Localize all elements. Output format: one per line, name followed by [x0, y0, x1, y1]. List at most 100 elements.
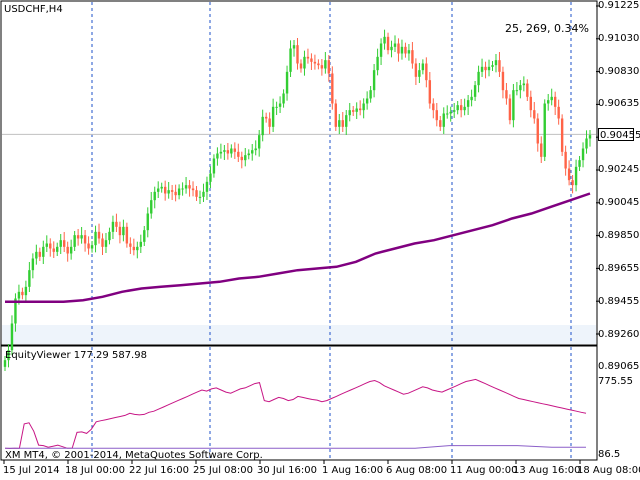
price-axis-label: 0.90635: [598, 98, 640, 109]
bull-candle: [198, 196, 202, 198]
bear-candle: [533, 110, 536, 119]
bull-candle: [369, 90, 372, 99]
bull-candle: [35, 251, 38, 259]
bull-candle: [345, 115, 348, 127]
bear-candle: [188, 185, 191, 189]
indicator-axis-label: 775.55: [598, 376, 633, 387]
bull-candle: [247, 153, 250, 156]
bull-candle: [59, 240, 62, 247]
bull-candle: [383, 36, 386, 44]
bear-candle: [459, 105, 463, 111]
copyright-notice: XM MT4, © 2001-2014, MetaQuotes Software…: [5, 450, 263, 461]
bear-candle: [331, 73, 334, 104]
bear-candle: [76, 235, 80, 239]
bull-candle: [515, 90, 519, 92]
bull-candle: [480, 66, 484, 72]
price-axis-label: 0.89065: [598, 361, 640, 372]
bear-candle: [174, 191, 177, 196]
bear-candle: [540, 143, 543, 157]
bull-candle: [136, 246, 139, 251]
bear-candle: [529, 96, 533, 111]
bear-candle: [49, 243, 52, 249]
bear-candle: [553, 96, 557, 107]
time-axis-label: 18 Aug 08:00: [577, 465, 640, 476]
bull-candle: [160, 186, 163, 189]
bull-candle: [209, 173, 212, 182]
bull-candle: [574, 166, 578, 186]
bull-candle: [282, 93, 285, 104]
bear-candle: [327, 60, 331, 74]
bull-candle: [28, 270, 31, 287]
bull-candle: [17, 291, 21, 299]
bear-candle: [233, 148, 237, 152]
bear-candle: [508, 98, 512, 121]
bull-candle: [292, 45, 296, 49]
bull-candle: [512, 90, 515, 121]
bull-candle: [449, 111, 452, 114]
bear-candle: [313, 61, 317, 64]
bear-candle: [536, 118, 539, 144]
bear-candle: [118, 226, 122, 236]
bear-candle: [264, 116, 268, 119]
bear-candle: [386, 36, 390, 51]
bull-candle: [31, 258, 35, 271]
bull-candle: [477, 71, 480, 86]
indicator-axis-label: 86.5: [598, 449, 621, 460]
price-axis-label: 0.89455: [598, 296, 640, 307]
bull-candle: [257, 135, 261, 149]
bear-candle: [66, 246, 69, 254]
bear-candle: [240, 156, 243, 161]
bear-candle: [557, 106, 560, 119]
bear-candle: [115, 221, 118, 227]
bull-candle: [355, 108, 358, 112]
time-axis-label: 25 Jul 08:00: [193, 465, 253, 476]
bull-candle: [348, 110, 351, 116]
price-axis-label: 0.89260: [598, 329, 640, 340]
bull-candle: [150, 200, 153, 214]
bear-candle: [439, 120, 442, 127]
bull-candle: [10, 323, 14, 351]
bear-candle: [358, 108, 362, 111]
bear-candle: [97, 231, 101, 239]
time-axis-label: 15 Jul 2014: [3, 465, 60, 476]
time-axis-label: 6 Aug 08:00: [386, 465, 448, 476]
bear-candle: [571, 180, 574, 186]
bear-candle: [334, 103, 338, 127]
bull-candle: [104, 240, 108, 247]
crosshair-readout: 25, 269, 0.34%: [505, 22, 589, 35]
bull-candle: [285, 71, 289, 94]
bull-candle: [588, 135, 592, 139]
bull-candle: [69, 246, 73, 254]
bull-candle: [372, 70, 376, 91]
bear-candle: [526, 83, 529, 97]
bear-candle: [38, 251, 42, 257]
bull-candle: [522, 83, 526, 86]
bear-candle: [484, 66, 487, 71]
bull-candle: [324, 60, 327, 69]
bear-candle: [296, 45, 299, 64]
bear-candle: [560, 118, 564, 152]
bull-candle: [216, 153, 219, 159]
bear-candle: [268, 118, 271, 127]
bear-candle: [163, 186, 167, 194]
bull-candle: [446, 113, 449, 115]
bull-candle: [456, 105, 459, 111]
chart-symbol-title: USDCHF,H4: [4, 4, 63, 15]
bear-candle: [317, 63, 320, 66]
bull-candle: [205, 181, 209, 192]
bull-candle: [3, 360, 7, 367]
indicator-title: EquityViewer 177.29 587.98: [5, 350, 147, 361]
bull-candle: [146, 213, 149, 231]
equity-line: [4, 378, 587, 450]
moving-average-line: [5, 192, 591, 304]
bull-candle: [289, 48, 292, 72]
price-axis-label: 0.90045: [598, 197, 640, 208]
bull-candle: [581, 148, 585, 161]
bear-candle: [299, 63, 303, 69]
bull-candle: [94, 231, 97, 246]
bull-candle: [184, 185, 188, 189]
price-axis-label: 0.89655: [598, 263, 640, 274]
bull-candle: [24, 286, 28, 296]
